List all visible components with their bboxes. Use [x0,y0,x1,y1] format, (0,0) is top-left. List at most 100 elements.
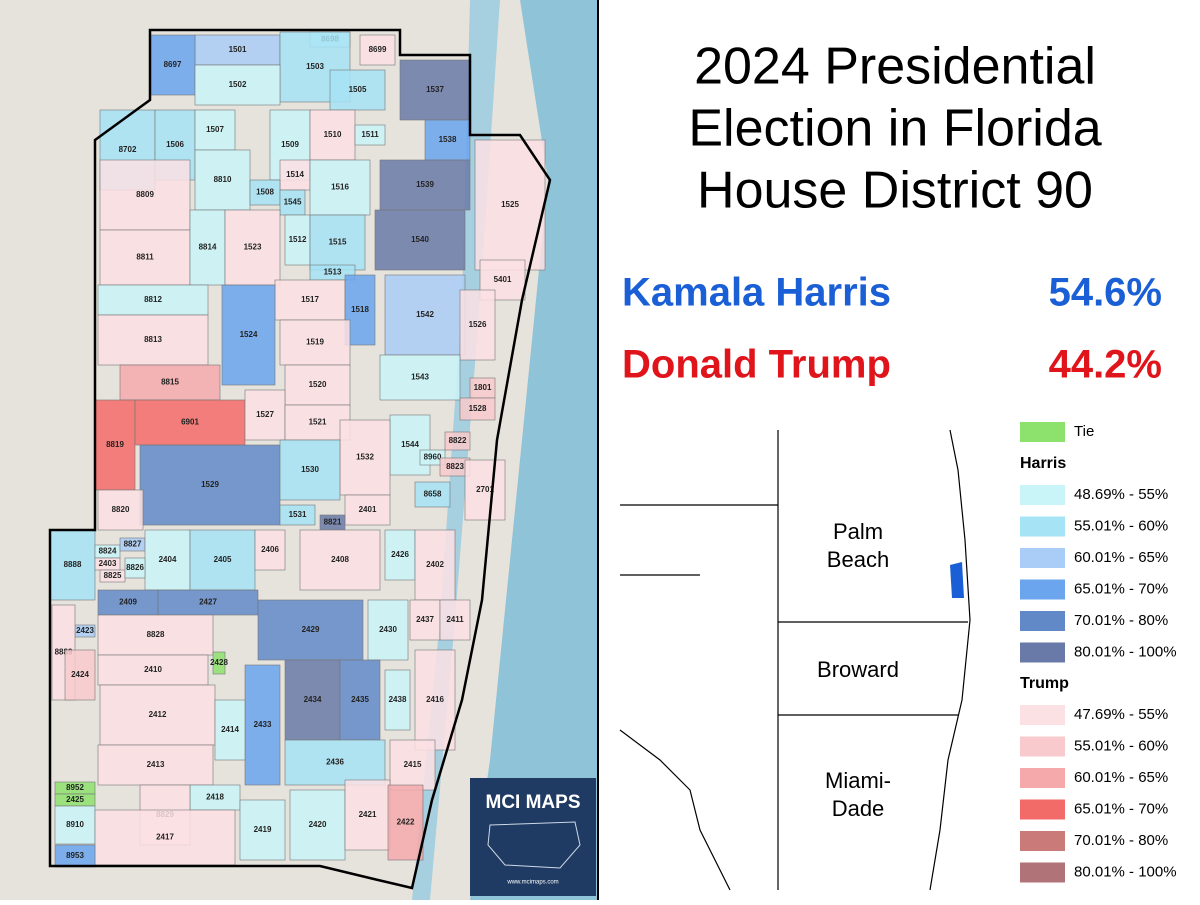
precinct-label: 2419 [254,825,272,834]
precinct-label: 1518 [351,305,369,314]
precinct [284,214,311,266]
precinct [419,449,446,466]
legend-label: 80.01% - 100% [1074,643,1177,660]
precinct [309,214,366,271]
legend-label: 60.01% - 65% [1074,769,1168,786]
precinct-label: 2411 [446,615,464,624]
precinct [99,229,191,286]
precinct-label: 2426 [391,550,409,559]
precinct [444,431,471,451]
precinct-label: 8824 [99,547,117,556]
precinct [379,159,471,211]
precinct [94,809,236,866]
precinct [64,649,96,701]
precinct [194,64,281,106]
precinct-label: 1514 [286,170,304,179]
precinct-label: 1539 [416,180,434,189]
district-map: 1501869886998697150315021505153787021506… [0,0,598,900]
precinct [224,209,281,286]
candidate-name: Donald Trump [622,343,891,387]
precinct [367,599,409,661]
precinct [384,274,466,356]
precinct-label: 2434 [304,695,322,704]
precinct [144,529,191,591]
legend-label: 60.01% - 65% [1074,549,1168,566]
legend-label: 70.01% - 80% [1074,612,1168,629]
precinct-label: 1510 [324,130,342,139]
precinct-label: 1513 [324,268,342,277]
legend-label: Tie [1074,423,1094,440]
precinct [459,289,496,361]
precinct-label: 1538 [439,135,457,144]
precinct [384,669,411,731]
precinct-label: 2402 [426,560,444,569]
precinct [284,404,351,441]
candidate-name: Kamala Harris [622,271,891,315]
precinct-label: 1525 [501,200,519,209]
precinct [344,494,391,526]
precinct-label: 1531 [289,510,307,519]
precinct-label: 2414 [221,725,239,734]
legend-group: Harris [1020,455,1066,472]
precinct-label: 8813 [144,335,162,344]
precinct [99,684,216,746]
precinct [97,744,214,786]
legend-swatch [1020,579,1065,600]
precinct [289,789,346,861]
precinct [309,159,371,216]
county-label: Palm [833,519,883,544]
legend-label: 65.01% - 70% [1074,580,1168,597]
precinct-label: 8889 [55,648,73,657]
precinct-label: 2429 [302,625,320,634]
precinct-label: 1521 [309,418,327,427]
precinct [459,397,496,421]
precinct-label: 2433 [254,720,272,729]
logo-usa [487,821,581,869]
ocean [470,0,598,900]
precinct-label: 2417 [156,833,174,842]
precinct-label: 1507 [206,125,224,134]
precinct [239,799,286,861]
legend-swatch [1020,485,1065,505]
precinct-label: 8809 [136,190,154,199]
precinct-label: 1527 [256,410,274,419]
precinct-label: 1540 [411,235,429,244]
precinct-label: 1517 [301,295,319,304]
precinct [387,784,424,861]
precinct [359,34,396,66]
precinct-label: 1523 [244,243,262,252]
precinct [244,389,286,441]
precinct-label: 2410 [144,665,162,674]
precinct-label: 8821 [324,518,342,527]
precinct [119,364,221,401]
coastline [929,429,971,891]
precinct [284,659,341,741]
precinct-label: 1530 [301,465,319,474]
precinct-label: 1528 [469,404,487,413]
precinct-label: 2404 [159,555,177,564]
precinct-label: 1501 [229,45,247,54]
precinct [97,284,209,316]
precinct-label: 2413 [147,760,165,769]
district-location [950,562,964,598]
title-line: Election in Florida [688,100,1101,158]
precinct-label: 8823 [446,462,464,471]
precinct-label: 2421 [359,810,377,819]
precinct-label: 8960 [424,453,442,462]
precinct-label: 1532 [356,453,374,462]
precinct [124,557,146,579]
precinct [189,529,256,591]
precinct-label: 2401 [359,505,377,514]
precinct-label: 2437 [416,615,434,624]
precinct-label: 8827 [124,540,142,549]
precinct [439,599,471,641]
precinct-label: 8826 [126,563,144,572]
legend-swatch [1020,422,1065,442]
precinct-label: 5401 [494,275,512,284]
precinct [284,364,351,406]
precinct [354,124,386,146]
precinct [94,399,136,491]
precinct-label: 1542 [416,310,434,319]
precinct-label: 8812 [144,295,162,304]
